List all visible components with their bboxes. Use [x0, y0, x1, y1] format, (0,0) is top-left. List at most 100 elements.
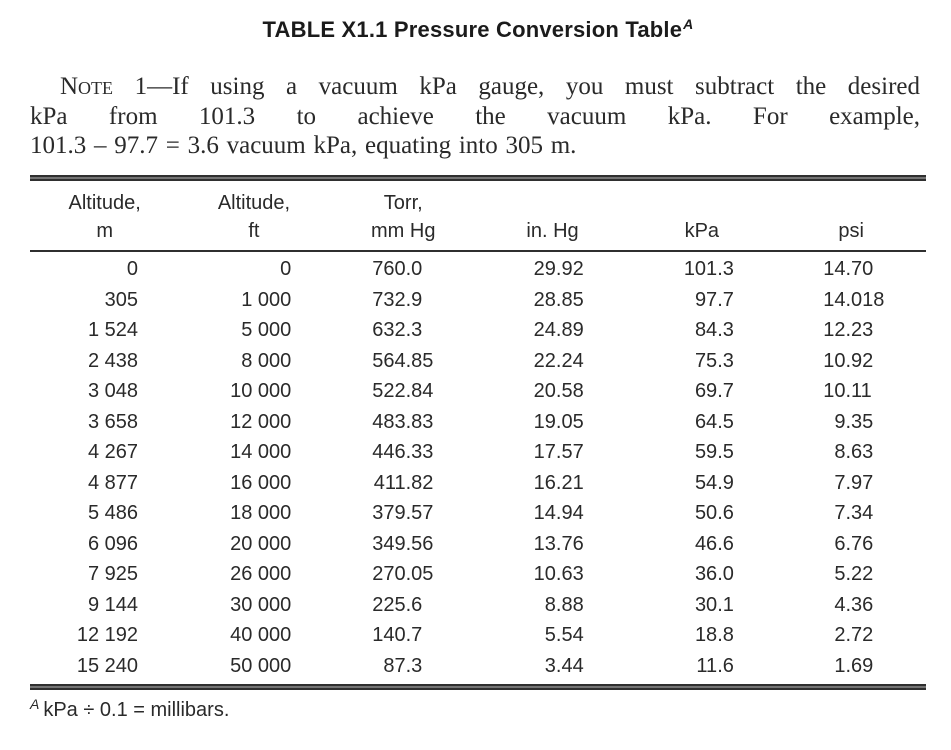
table-cell-psi: 8.63: [834, 441, 874, 464]
table-cell-torr: 225.6: [372, 593, 423, 616]
table-body: 0 0 760.0 29.92 101.3 14.70 305 1 000 73…: [30, 252, 926, 684]
table-cell-kpa: 30.1: [694, 593, 734, 616]
table-cell-kpa: 50.6: [694, 502, 734, 525]
table-row: 3 048 10 000 522.84 20.58 69.7 10.11: [30, 377, 926, 408]
table-title-text: TABLE X1.1 Pressure Conversion Table: [262, 17, 683, 42]
table-cell-kpa: 18.8: [694, 624, 734, 647]
pressure-conversion-table: Altitude, m Altitude, ft Torr, mm Hg in.…: [30, 174, 926, 690]
table-cell-psi: 12.23: [823, 319, 874, 342]
header-kpa: kPa: [684, 219, 720, 242]
table-row: 2 438 8 000 564.85 22.24 75.3 10.92: [30, 346, 926, 377]
table-cell-torr: 632.3: [372, 319, 423, 342]
header-torr-mm-hg: Torr, mm Hg: [371, 191, 436, 242]
table-cell-altitude-m: 5 486: [87, 502, 138, 525]
table-header-rule: [30, 249, 926, 252]
table-cell-psi: 4.36: [834, 593, 874, 616]
table-cell-altitude-ft: 26 000: [230, 563, 292, 586]
table-cell-kpa: 36.0: [694, 563, 734, 586]
table-cell-in-hg: 3.44: [544, 654, 584, 677]
table-row: 6 096 20 000 349.56 13.76 46.6 6.76: [30, 529, 926, 560]
table-bottom-rule: [30, 683, 926, 690]
table-cell-in-hg: 8.88: [544, 593, 584, 616]
table-cell-in-hg: 19.05: [533, 410, 584, 433]
table-cell-in-hg: 5.54: [544, 624, 584, 647]
table-cell-kpa: 69.7: [694, 380, 734, 403]
header-psi: psi: [838, 219, 864, 242]
table-cell-altitude-ft: 16 000: [230, 471, 292, 494]
table-cell-torr: 483.83: [372, 410, 434, 433]
table-cell-in-hg: 24.89: [533, 319, 584, 342]
table-cell-kpa: 46.6: [694, 532, 734, 555]
table-cell-psi: 9.35: [834, 410, 874, 433]
table-cell-altitude-ft: 20 000: [230, 532, 292, 555]
table-cell-altitude-m: 12 192: [76, 624, 138, 647]
table-cell-psi: 14.70: [823, 258, 874, 281]
table-cell-altitude-m: 2 438: [87, 349, 138, 372]
table-cell-torr: 270.05: [372, 563, 434, 586]
table-cell-torr: 732.9: [372, 288, 423, 311]
table-cell-kpa: 54.9: [694, 471, 734, 494]
table-cell-altitude-ft: 30 000: [230, 593, 292, 616]
table-cell-in-hg: 13.76: [533, 532, 584, 555]
note-line-3: 101.3 – 97.7 = 3.6 vacuum kPa, equating …: [30, 132, 577, 159]
table-cell-torr: 379.57: [372, 502, 434, 525]
table-cell-psi: 6.76: [834, 532, 874, 555]
table-cell-in-hg: 14.94: [533, 502, 584, 525]
table-cell-altitude-m: 305: [104, 288, 138, 311]
table-row: 15 240 50 000 87.3 3.44 11.6 1.69: [30, 651, 926, 682]
table-cell-in-hg: 29.92: [533, 258, 584, 281]
footnote-text: kPa ÷ 0.1 = millibars.: [43, 698, 230, 721]
header-altitude-ft: Altitude, ft: [217, 191, 291, 242]
table-cell-altitude-m: 9 144: [87, 593, 138, 616]
table-cell-altitude-m: 3 658: [87, 410, 138, 433]
table-row: 4 267 14 000 446.33 17.57 59.5 8.63: [30, 438, 926, 469]
table-cell-in-hg: 20.58: [533, 380, 584, 403]
table-cell-kpa: 59.5: [694, 441, 734, 464]
table-row: 9 144 30 000 225.6 8.88 30.1 4.36: [30, 590, 926, 621]
note-line-1-text: 1—If using a vacuum kPa gauge, you must …: [134, 73, 921, 100]
table-row: 12 192 40 000 140.7 5.54 18.8 2.72: [30, 621, 926, 652]
table-cell-altitude-m: 6 096: [87, 532, 138, 555]
table-cell-psi: 2.72: [834, 624, 874, 647]
table-cell-altitude-ft: 14 000: [230, 441, 292, 464]
note-line-2: kPa from 101.3 to achieve the vacuum kPa…: [30, 102, 920, 130]
table-cell-altitude-ft: 12 000: [230, 410, 292, 433]
table-cell-psi: 10.11: [823, 380, 872, 403]
table-cell-torr: 522.84: [372, 380, 434, 403]
table-cell-torr: 87.3: [383, 654, 423, 677]
table-row: 4 877 16 000 411.82 16.21 54.9 7.97: [30, 468, 926, 499]
table-cell-altitude-m: 3 048: [87, 380, 138, 403]
table-cell-in-hg: 10.63: [533, 563, 584, 586]
table-cell-psi: 14.018: [823, 288, 885, 311]
table-cell-in-hg: 16.21: [533, 471, 584, 494]
note-line-1: Note 1—If using a vacuum kPa gauge, you …: [30, 72, 920, 102]
table-cell-altitude-m: 0: [126, 258, 138, 281]
table-cell-in-hg: 17.57: [533, 441, 584, 464]
table-row: 305 1 000 732.9 28.85 97.7 14.018: [30, 285, 926, 316]
table-cell-torr: 760.0: [372, 258, 423, 281]
table-cell-altitude-ft: 0: [280, 258, 292, 281]
table-cell-psi: 7.97: [834, 471, 874, 494]
table-cell-torr: 411.82: [373, 471, 434, 494]
table-cell-in-hg: 22.24: [533, 349, 584, 372]
table-cell-altitude-m: 4 267: [87, 441, 138, 464]
table-title: TABLE X1.1 Pressure Conversion TableA: [30, 16, 926, 46]
table-cell-psi: 5.22: [834, 563, 874, 586]
table-cell-psi: 1.69: [834, 654, 874, 677]
table-cell-altitude-m: 15 240: [76, 654, 138, 677]
table-header-row: Altitude, m Altitude, ft Torr, mm Hg in.…: [30, 181, 926, 250]
table-row: 0 0 760.0 29.92 101.3 14.70: [30, 255, 926, 286]
table-cell-altitude-ft: 8 000: [241, 349, 292, 372]
table-cell-torr: 349.56: [372, 532, 434, 555]
table-cell-torr: 140.7: [372, 624, 423, 647]
table-cell-kpa: 64.5: [694, 410, 734, 433]
table-row: 1 524 5 000 632.3 24.89 84.3 12.23: [30, 316, 926, 347]
table-row: 5 486 18 000 379.57 14.94 50.6 7.34: [30, 499, 926, 530]
table-row: 7 925 26 000 270.05 10.63 36.0 5.22: [30, 560, 926, 591]
table-cell-altitude-ft: 50 000: [230, 654, 292, 677]
table-cell-kpa: 75.3: [694, 349, 734, 372]
note-paragraph: Note 1—If using a vacuum kPa gauge, you …: [30, 72, 920, 161]
table-cell-kpa: 11.6: [696, 654, 734, 677]
